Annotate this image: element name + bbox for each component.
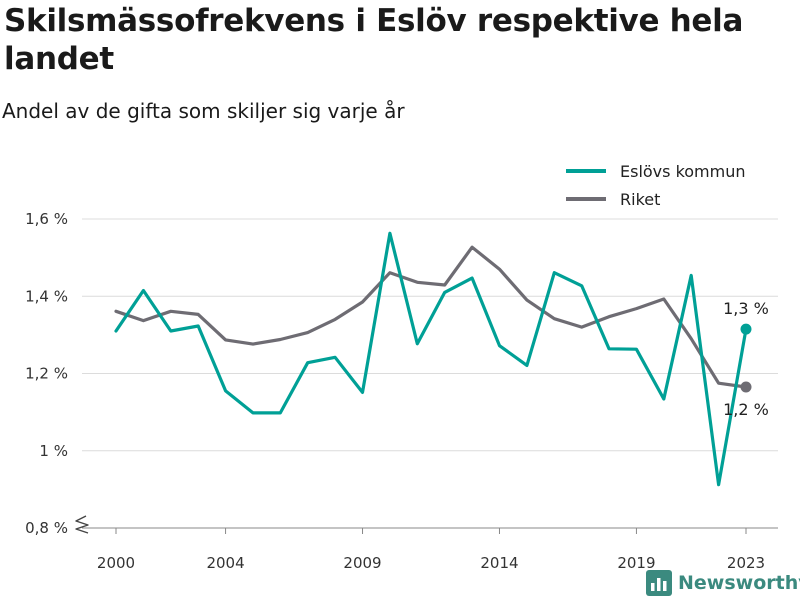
gridlines [82,218,778,452]
y-tick-label: 1,6 % [25,210,68,228]
newsworthy-logo: Newsworthy [646,568,800,598]
series-line-eslov [114,231,748,487]
axis-break-icon [75,515,89,534]
x-tick-label: 2014 [480,554,518,572]
x-tick-label: 2019 [617,554,655,572]
end-point-eslov [740,323,752,335]
y-tick-label: 1 % [39,442,68,460]
x-tick-label: 2009 [343,554,381,572]
legend-label: Riket [620,190,660,209]
end-labels: 1,3 % 1,2 % [723,299,769,419]
y-tick-label: 1,2 % [25,365,68,383]
axis-break-zigzag [75,515,89,534]
x-tick-label: 2023 [727,554,765,572]
brand-name: Newsworthy [678,572,800,594]
y-tick-label: 0,8 % [25,519,68,537]
x-axis: 2000 2004 2009 2014 2019 2023 [82,527,778,572]
end-point-riket [740,381,752,393]
series-line-riket [114,245,748,389]
legend-label: Eslövs kommun [620,162,746,181]
x-tick-label: 2000 [97,554,135,572]
y-axis-tick-labels: 0,8 % 1 % 1,2 % 1,4 % 1,6 % [25,210,68,537]
bar-chart-icon [646,570,672,596]
end-label-eslov: 1,3 % [723,299,769,318]
chart-title: Skilsmässofrekvens i Eslöv respektive he… [4,3,744,77]
y-tick-label: 1,4 % [25,287,68,305]
series-lines [114,231,748,487]
x-tick-label: 2004 [206,554,244,572]
chart-subtitle: Andel av de gifta som skiljer sig varje … [2,99,405,123]
end-label-riket: 1,2 % [723,400,769,419]
legend: Eslövs kommun Riket [566,162,746,209]
